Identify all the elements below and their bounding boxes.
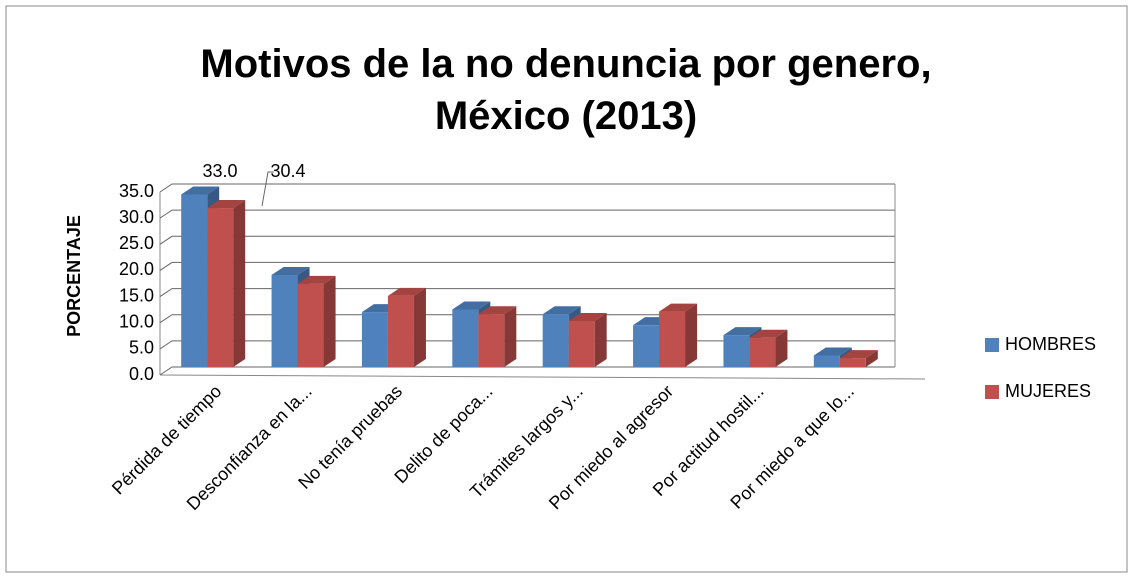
- bar-top: [271, 266, 310, 275]
- bar-side: [865, 350, 878, 367]
- y-tick-label: 0.0: [129, 364, 154, 384]
- bar: [659, 311, 686, 367]
- bar-top: [297, 275, 336, 284]
- bar: [839, 358, 866, 367]
- y-tick-label: 10.0: [119, 311, 154, 331]
- bar: [568, 320, 595, 367]
- bar-top: [723, 327, 762, 336]
- bar-top: [659, 303, 698, 312]
- bar: [723, 335, 750, 367]
- bar-top: [542, 306, 581, 315]
- y-tick-label: 25.0: [119, 233, 154, 253]
- bar-side: [685, 303, 698, 367]
- grid-line: [159, 314, 895, 324]
- leader-line: [261, 171, 274, 207]
- legend-swatch: [985, 385, 999, 399]
- bar-top: [207, 200, 246, 209]
- bar-top: [181, 186, 220, 195]
- bar: [181, 194, 208, 367]
- data-label: 30.4: [270, 161, 305, 181]
- grid-line: [159, 261, 895, 271]
- bar-top: [452, 301, 491, 310]
- bar-top: [478, 306, 517, 315]
- bar: [271, 274, 298, 367]
- y-tick-label: 30.0: [119, 207, 154, 227]
- bar: [542, 314, 569, 367]
- legend-swatch: [985, 338, 999, 352]
- bar-top: [568, 312, 607, 321]
- bar-top: [387, 287, 426, 296]
- bar-side: [413, 287, 426, 367]
- bar: [297, 283, 324, 367]
- grid-line: [159, 288, 895, 297]
- bar: [633, 325, 660, 367]
- bar: [207, 208, 234, 367]
- bar-side: [233, 200, 246, 367]
- grid-line: [159, 235, 895, 245]
- bar: [452, 309, 479, 367]
- chart-title: Motivos de la no denuncia por genero, Mé…: [200, 42, 932, 138]
- bar-top: [749, 329, 788, 338]
- y-tick-label: 15.0: [119, 285, 154, 305]
- bar-side: [775, 329, 788, 367]
- legend-label: MUJERES: [1005, 381, 1091, 401]
- legend-label: HOMBRES: [1005, 334, 1096, 354]
- bar: [361, 312, 388, 367]
- grid-line: [159, 209, 895, 219]
- floor-edge: [159, 374, 926, 380]
- data-label: 33.0: [202, 161, 237, 181]
- grid-line: [159, 183, 895, 193]
- bar-side: [594, 312, 607, 367]
- bar-side: [504, 306, 517, 367]
- y-tick-label: 35.0: [119, 181, 154, 201]
- bar: [387, 295, 414, 367]
- bar: [478, 314, 505, 367]
- y-tick-label: 20.0: [119, 259, 154, 279]
- bar: [813, 355, 840, 367]
- bar: [749, 337, 776, 367]
- y-tick-label: 5.0: [129, 338, 154, 358]
- bar-top: [839, 350, 878, 359]
- bar-side: [323, 275, 336, 367]
- bar-top: [813, 347, 852, 356]
- y-axis-label: PORCENTAJE: [64, 215, 84, 337]
